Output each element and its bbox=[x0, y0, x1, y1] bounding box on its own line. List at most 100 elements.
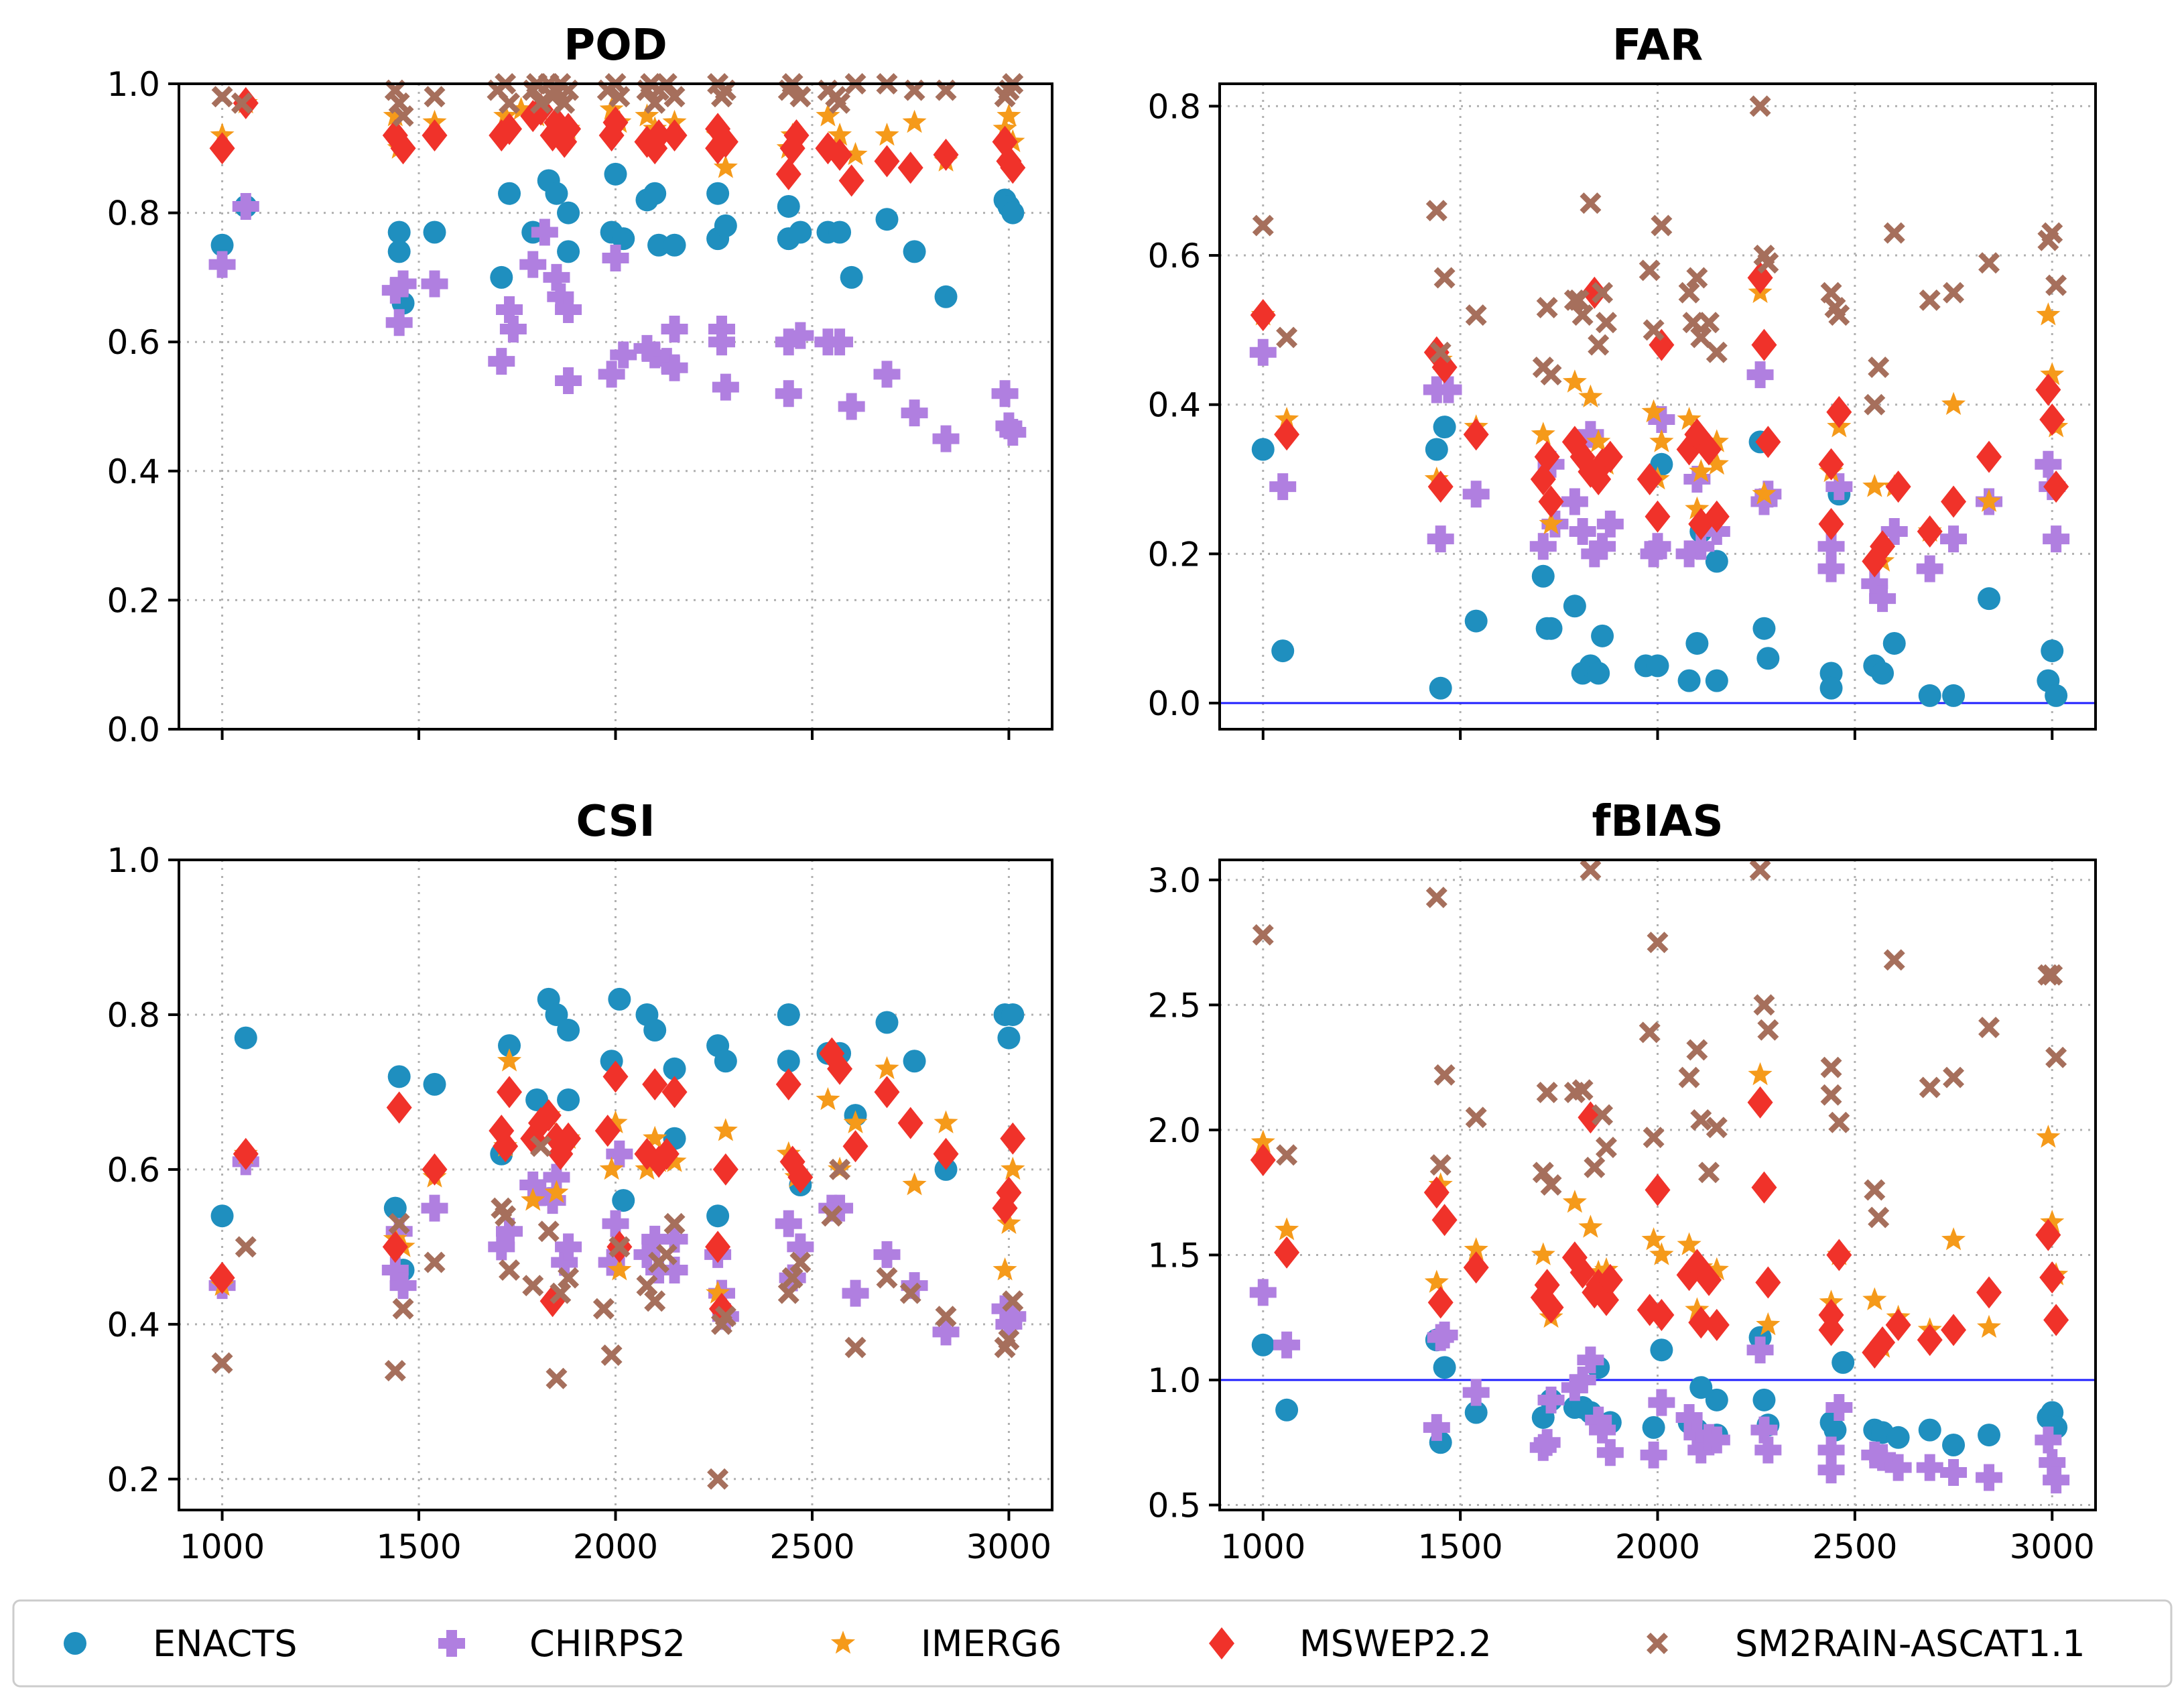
pod-point-chirps2 bbox=[712, 373, 739, 401]
far-point-sm2rain-ascat1-1 bbox=[1540, 364, 1562, 386]
fbias-point-sm2rain-ascat1-1 bbox=[1571, 1079, 1594, 1101]
pod-point-mswep2-2 bbox=[783, 119, 810, 152]
fbias-point-sm2rain-ascat1-1 bbox=[1864, 1179, 1886, 1201]
pod-point-mswep2-2 bbox=[556, 113, 582, 145]
far-point-mswep2-2 bbox=[1274, 418, 1300, 451]
csi-point-sm2rain-ascat1-1 bbox=[545, 1367, 568, 1389]
far-point-imerg6 bbox=[1704, 451, 1729, 475]
pod-point-chirps2 bbox=[661, 315, 688, 342]
csi-point-mswep2-2 bbox=[422, 1153, 448, 1186]
csi-point-chirps2 bbox=[645, 1257, 673, 1284]
fbias-point-sm2rain-ascat1-1 bbox=[1532, 1161, 1554, 1184]
pod-point-enacts bbox=[387, 240, 411, 263]
far-point-mswep2-2 bbox=[1917, 515, 1943, 548]
fbias-point-sm2rain-ascat1-1 bbox=[1647, 932, 1669, 954]
pod-point-chirps2 bbox=[543, 263, 570, 291]
fbias-point-chirps2 bbox=[1273, 1331, 1301, 1359]
csi-point-chirps2 bbox=[598, 1249, 625, 1276]
legend-label-mswep2-2: MSWEP2.2 bbox=[1299, 1623, 1492, 1665]
fbias-point-enacts bbox=[1942, 1434, 1966, 1456]
pod-ytick-label: 0.8 bbox=[107, 194, 160, 233]
far-point-enacts bbox=[1756, 647, 1780, 670]
csi-point-chirps2 bbox=[633, 1241, 661, 1268]
csi-point-enacts bbox=[210, 1204, 234, 1228]
far-point-enacts bbox=[1819, 676, 1843, 700]
fbias-point-sm2rain-ascat1-1 bbox=[1690, 1109, 1712, 1131]
far-point-enacts bbox=[1591, 624, 1614, 647]
csi-point-sm2rain-ascat1-1 bbox=[1002, 1290, 1024, 1312]
far-point-imerg6 bbox=[1562, 369, 1587, 393]
pod-point-imerg6 bbox=[713, 155, 738, 178]
pod-point-enacts bbox=[875, 208, 899, 231]
fbias-point-enacts bbox=[1978, 1424, 2001, 1447]
fbias-point-chirps2 bbox=[1648, 1389, 1675, 1416]
fbias-ytick-label: 3.0 bbox=[1147, 861, 1201, 900]
csi-point-mswep2-2 bbox=[653, 1137, 680, 1170]
fbias-point-imerg6 bbox=[1250, 1129, 1275, 1153]
far-point-mswep2-2 bbox=[2043, 470, 2069, 503]
pod-point-sm2rain-ascat1-1 bbox=[231, 92, 253, 114]
far-point-mswep2-2 bbox=[1976, 440, 2002, 473]
csi-point-enacts bbox=[557, 1088, 580, 1111]
far-point-sm2rain-ascat1-1 bbox=[1749, 95, 1771, 117]
far-point-imerg6 bbox=[1941, 391, 1966, 416]
far-point-sm2rain-ascat1-1 bbox=[1690, 326, 1712, 349]
far-point-imerg6 bbox=[1578, 384, 1603, 407]
csi-point-sm2rain-ascat1-1 bbox=[714, 1306, 736, 1328]
far-point-enacts bbox=[1685, 631, 1709, 655]
pod-point-enacts bbox=[663, 233, 686, 257]
far-point-mswep2-2 bbox=[1649, 328, 1675, 361]
far-point-chirps2 bbox=[1589, 533, 1616, 560]
far-point-mswep2-2 bbox=[1818, 507, 1844, 540]
csi-point-enacts bbox=[387, 1065, 411, 1088]
csi-point-sm2rain-ascat1-1 bbox=[707, 1468, 729, 1490]
pod-point-chirps2 bbox=[991, 380, 1019, 407]
pod-point-chirps2 bbox=[633, 334, 661, 362]
csi-point-enacts bbox=[714, 1050, 737, 1073]
csi-point-chirps2 bbox=[421, 1194, 448, 1222]
fbias-ytick-label: 0.5 bbox=[1147, 1487, 1201, 1525]
fbias-point-mswep2-2 bbox=[1463, 1251, 1489, 1284]
far-point-sm2rain-ascat1-1 bbox=[1643, 319, 1665, 341]
far-point-mswep2-2 bbox=[1636, 463, 1663, 496]
far-point-chirps2 bbox=[1648, 405, 1675, 433]
far-point-enacts bbox=[1871, 662, 1894, 685]
csi-point-mswep2-2 bbox=[874, 1076, 900, 1109]
far-point-imerg6 bbox=[1275, 407, 1299, 430]
csi-point-enacts bbox=[663, 1057, 686, 1080]
pod-point-chirps2 bbox=[610, 341, 637, 369]
csi-point-chirps2 bbox=[661, 1225, 688, 1253]
far-point-chirps2 bbox=[1916, 555, 1943, 582]
csi-point-chirps2 bbox=[381, 1257, 409, 1284]
fbias-point-mswep2-2 bbox=[1250, 1143, 1276, 1176]
fbias-point-sm2rain-ascat1-1 bbox=[1943, 1066, 1965, 1088]
far-point-sm2rain-ascat1-1 bbox=[1919, 289, 1941, 311]
csi-point-chirps2 bbox=[661, 1257, 688, 1284]
fbias-ytick-label: 1.0 bbox=[1147, 1361, 1201, 1400]
csi-point-sm2rain-ascat1-1 bbox=[550, 1282, 572, 1304]
far-point-sm2rain-ascat1-1 bbox=[1580, 192, 1602, 214]
fbias-point-mswep2-2 bbox=[1534, 1269, 1560, 1302]
far-point-enacts bbox=[1425, 438, 1448, 461]
csi-point-mswep2-2 bbox=[233, 1137, 259, 1170]
csi-point-enacts bbox=[1001, 1003, 1025, 1026]
pod-point-enacts bbox=[706, 182, 730, 205]
far-point-enacts bbox=[1251, 438, 1275, 461]
csi-ytick-label: 0.2 bbox=[107, 1460, 160, 1499]
csi-point-sm2rain-ascat1-1 bbox=[600, 1344, 623, 1367]
fbias-xtick-label: 1000 bbox=[1220, 1527, 1305, 1566]
csi-ytick-label: 0.4 bbox=[107, 1306, 160, 1344]
far-point-mswep2-2 bbox=[1582, 276, 1608, 309]
legend-marker-enacts bbox=[64, 1632, 86, 1655]
csi-point-imerg6 bbox=[875, 1056, 899, 1080]
far-point-sm2rain-ascat1-1 bbox=[1978, 252, 2000, 274]
far-ytick-label: 0.2 bbox=[1147, 535, 1201, 574]
csi-point-imerg6 bbox=[599, 1156, 624, 1180]
pod-point-enacts bbox=[387, 221, 411, 244]
csi-xtick-label: 1000 bbox=[180, 1527, 265, 1566]
far-point-chirps2 bbox=[1861, 570, 1888, 597]
far-ytick-label: 0.6 bbox=[1147, 237, 1201, 275]
fbias-point-imerg6 bbox=[1594, 1257, 1618, 1281]
fbias-point-mswep2-2 bbox=[2035, 1218, 2061, 1251]
csi-point-mswep2-2 bbox=[602, 1060, 629, 1093]
